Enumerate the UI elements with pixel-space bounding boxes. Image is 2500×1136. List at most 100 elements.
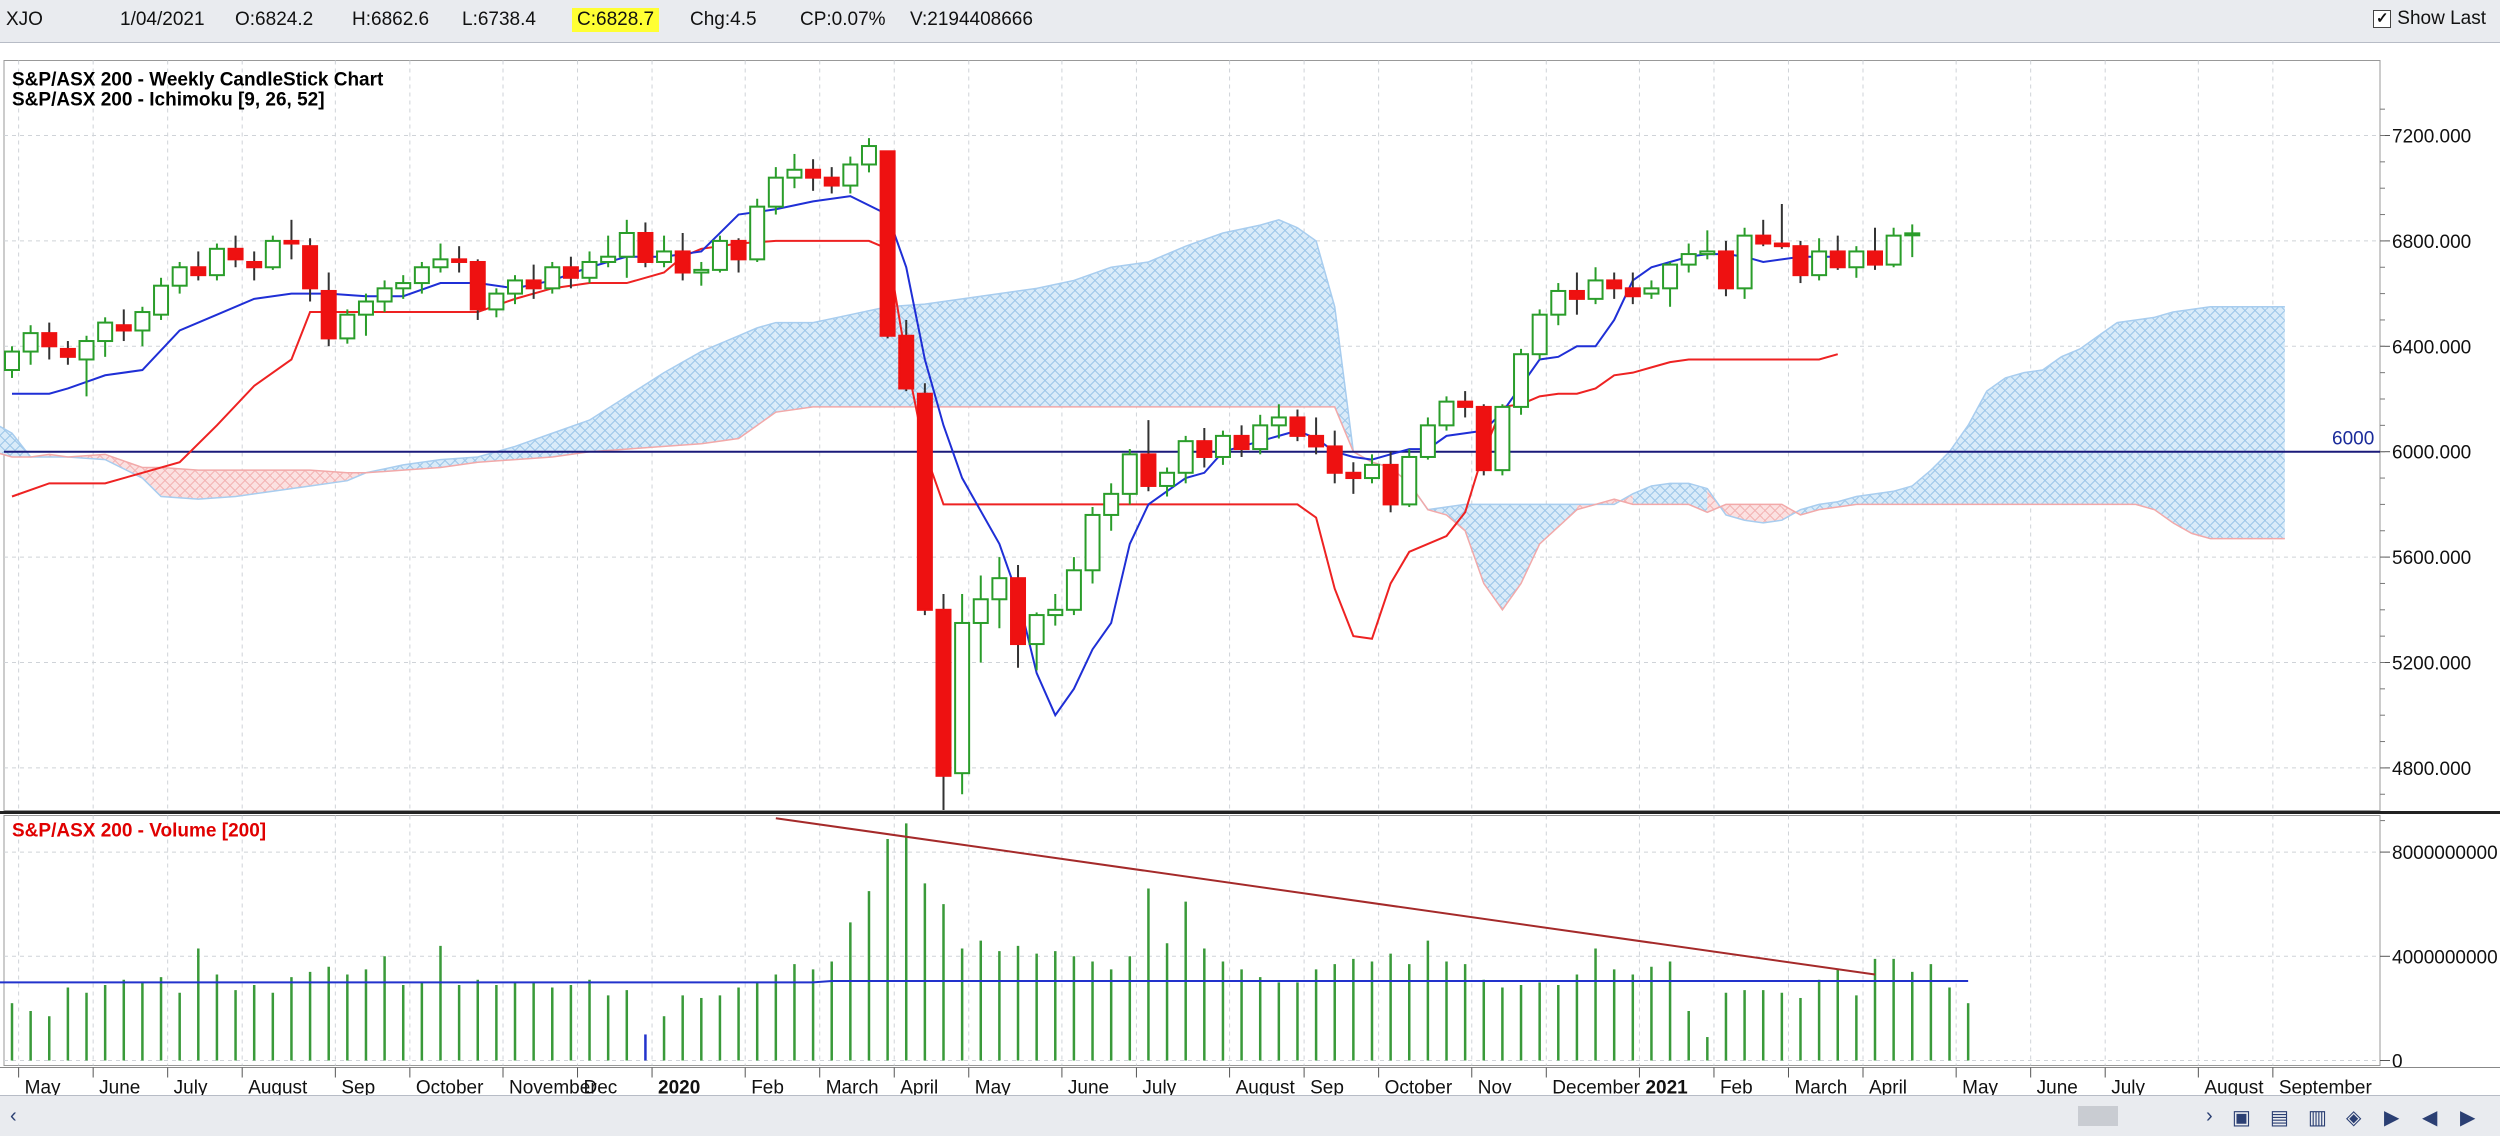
- candle-body: [1717, 250, 1734, 290]
- candle-down: [879, 150, 896, 339]
- candle-body: [972, 598, 989, 624]
- x-tick-label: June: [2037, 1078, 2078, 1099]
- ichimoku-cloud-segment: [1539, 504, 1577, 544]
- candle-up: [1848, 246, 1865, 278]
- candle-body: [413, 266, 430, 285]
- low-value: L:6738.4: [462, 9, 536, 30]
- volume-trendline: [775, 817, 1876, 976]
- candle-up: [488, 288, 505, 318]
- x-tick-label: Sep: [341, 1078, 375, 1099]
- candle-body: [674, 250, 691, 274]
- candle-body: [954, 621, 971, 775]
- previous-icon[interactable]: ◀: [2422, 1107, 2438, 1129]
- pan-icon[interactable]: ◈: [2346, 1107, 2362, 1129]
- candle-body: [1233, 434, 1250, 451]
- candle-down: [1233, 425, 1250, 457]
- candle-body: [1382, 463, 1399, 506]
- candle-down: [898, 319, 915, 392]
- volume-average-line: [0, 980, 1969, 984]
- price-chart-title: S&P/ASX 200 - Weekly CandleStick Chart: [12, 70, 384, 91]
- scroll-right-icon[interactable]: ›: [2206, 1105, 2213, 1127]
- ichimoku-cloud-segment: [1185, 232, 1223, 407]
- candle-up: [134, 306, 151, 347]
- candle-body: [376, 287, 393, 303]
- ichimoku-cloud-segment: [626, 372, 665, 450]
- x-tick-label: Dec: [584, 1078, 618, 1099]
- candle-down: [1755, 219, 1772, 247]
- candle-up: [264, 235, 281, 270]
- candle-down: [1457, 391, 1474, 418]
- candle-body: [246, 260, 263, 269]
- symbol-label: XJO: [6, 9, 43, 30]
- ichimoku-cloud-segment: [552, 420, 590, 457]
- candle-up: [97, 317, 114, 357]
- candle-body: [1475, 405, 1492, 472]
- high-value: H:6862.6: [352, 9, 430, 30]
- candle-body: [1345, 471, 1362, 480]
- candle-body: [227, 247, 244, 261]
- ichimoku-cloud-segment: [1111, 261, 1149, 407]
- ichimoku-cloud-segment: [1986, 377, 2006, 505]
- x-tick-label: April: [1869, 1078, 1907, 1099]
- candle-body: [357, 300, 374, 316]
- candle-body: [1904, 232, 1921, 237]
- next-icon[interactable]: ▶: [2460, 1107, 2476, 1129]
- ichimoku-cloud-segment: [1651, 483, 1671, 505]
- candle-up: [171, 261, 188, 294]
- volume-value: V:2194408666: [910, 9, 1033, 30]
- candle-up: [1494, 404, 1511, 476]
- ichimoku-cloud-segment: [1930, 451, 1950, 505]
- candle-down: [1382, 451, 1399, 513]
- ichimoku-cloud-segment: [2228, 306, 2248, 539]
- candle-down: [451, 246, 468, 273]
- candle-up: [1065, 557, 1082, 616]
- candle-body: [1680, 253, 1697, 266]
- candle-body: [916, 392, 933, 611]
- candle-up: [22, 325, 39, 365]
- candle-down: [1568, 272, 1585, 315]
- candle-down: [916, 383, 933, 616]
- show-last-toggle[interactable]: ✓ Show Last: [2373, 8, 2486, 30]
- candle-body: [264, 239, 281, 269]
- scrollbar-thumb[interactable]: [2078, 1106, 2118, 1126]
- scroll-left-icon[interactable]: ‹: [10, 1105, 17, 1127]
- ichimoku-cloud-segment: [2042, 356, 2062, 505]
- candle-up: [1419, 417, 1436, 460]
- ichimoku-cloud-segment: [1483, 504, 1503, 610]
- candle-body: [1047, 608, 1064, 617]
- candle-down: [935, 593, 952, 811]
- date-label: 1/04/2021: [120, 9, 205, 30]
- fit-chart-icon[interactable]: ▥: [2308, 1107, 2327, 1129]
- ichimoku-cloud-segment: [1297, 227, 1317, 407]
- volume-y-tick-label: 8000000000: [2392, 843, 2498, 864]
- candle-up: [432, 243, 449, 273]
- ichimoku-cloud-segment: [701, 335, 739, 444]
- candle-body: [1457, 400, 1474, 408]
- x-tick-label: Nov: [1478, 1078, 1512, 1099]
- candle-body: [1736, 234, 1753, 290]
- ichimoku-cloud-segment: [0, 426, 12, 457]
- candle-up: [395, 275, 412, 299]
- candle-up: [1531, 309, 1548, 360]
- x-tick-label: May: [1962, 1078, 1998, 1099]
- candle-body: [562, 266, 579, 279]
- shift-right-icon[interactable]: ▶: [2384, 1107, 2400, 1129]
- candle-up: [1401, 449, 1418, 508]
- chart-area[interactable]: 4800.000 5200.000 5600.000 6000.000 6400.000…: [0, 42, 2500, 1122]
- candle-up: [1363, 454, 1380, 484]
- x-tick-label: October: [1385, 1078, 1453, 1099]
- candle-up: [507, 275, 524, 305]
- candle-body: [97, 321, 114, 343]
- candle-up: [1550, 283, 1567, 326]
- candle-down: [1773, 204, 1790, 249]
- price-pane: 4800.000 5200.000 5600.000 6000.000 6400.000…: [0, 55, 2500, 1109]
- zoom-in-icon[interactable]: ▣: [2232, 1107, 2251, 1129]
- show-last-checkbox[interactable]: ✓: [2373, 10, 2392, 28]
- candle-body: [1084, 513, 1101, 572]
- candle-up: [1904, 224, 1921, 258]
- candle-body: [581, 260, 598, 279]
- ichimoku-cloud-segment: [1260, 219, 1279, 407]
- candle-up: [693, 261, 710, 286]
- zoom-out-icon[interactable]: ▤: [2270, 1107, 2289, 1129]
- y-tick-label: 7200.000: [2392, 127, 2471, 148]
